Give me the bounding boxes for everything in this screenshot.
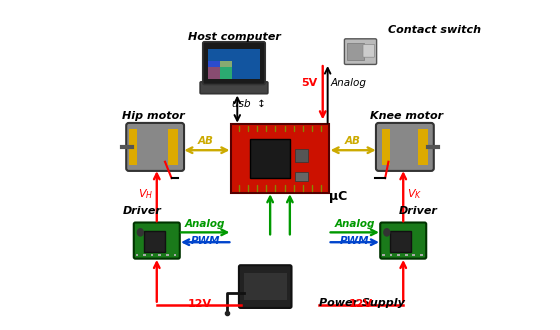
FancyBboxPatch shape [220, 60, 232, 67]
Text: Driver: Driver [123, 206, 161, 216]
FancyBboxPatch shape [376, 123, 434, 171]
FancyBboxPatch shape [390, 231, 412, 252]
FancyBboxPatch shape [418, 129, 428, 165]
FancyBboxPatch shape [126, 123, 184, 171]
Ellipse shape [137, 229, 143, 236]
Text: Power Supply: Power Supply [319, 298, 405, 308]
Text: usb  ↕: usb ↕ [232, 99, 266, 109]
FancyBboxPatch shape [382, 129, 390, 165]
Text: Analog: Analog [331, 78, 367, 88]
Text: AB: AB [198, 136, 213, 146]
FancyBboxPatch shape [200, 82, 268, 94]
FancyBboxPatch shape [363, 45, 375, 57]
Text: Contact switch: Contact switch [389, 25, 482, 35]
FancyBboxPatch shape [143, 231, 165, 252]
Text: 5V: 5V [301, 78, 318, 88]
FancyBboxPatch shape [174, 254, 176, 256]
FancyBboxPatch shape [166, 254, 169, 256]
FancyBboxPatch shape [208, 67, 220, 79]
Text: Host computer: Host computer [188, 32, 281, 42]
Text: $\mathit{V}_K$: $\mathit{V}_K$ [407, 188, 422, 202]
FancyBboxPatch shape [168, 129, 178, 165]
FancyBboxPatch shape [382, 254, 385, 256]
FancyBboxPatch shape [397, 254, 400, 256]
FancyBboxPatch shape [136, 254, 138, 256]
FancyBboxPatch shape [134, 222, 180, 259]
FancyBboxPatch shape [129, 129, 137, 165]
FancyBboxPatch shape [295, 148, 308, 162]
FancyBboxPatch shape [244, 274, 287, 300]
FancyBboxPatch shape [151, 254, 153, 256]
FancyBboxPatch shape [231, 124, 329, 193]
FancyBboxPatch shape [208, 49, 260, 79]
FancyBboxPatch shape [208, 60, 220, 67]
FancyBboxPatch shape [380, 222, 426, 259]
Ellipse shape [384, 229, 390, 236]
Text: 12V: 12V [348, 299, 372, 309]
Text: PWM: PWM [190, 237, 220, 247]
FancyBboxPatch shape [405, 254, 408, 256]
FancyBboxPatch shape [344, 39, 377, 64]
Text: Analog: Analog [335, 219, 375, 229]
FancyBboxPatch shape [390, 254, 393, 256]
FancyBboxPatch shape [158, 254, 161, 256]
Text: Knee motor: Knee motor [370, 111, 443, 121]
Text: Hip motor: Hip motor [122, 111, 185, 121]
FancyBboxPatch shape [203, 42, 265, 84]
FancyBboxPatch shape [143, 254, 146, 256]
FancyBboxPatch shape [295, 172, 308, 182]
Text: PWM: PWM [340, 237, 370, 247]
FancyBboxPatch shape [220, 67, 232, 79]
Text: $\mathit{V}_H$: $\mathit{V}_H$ [138, 188, 153, 202]
Text: 12V: 12V [188, 299, 212, 309]
Text: Analog: Analog [185, 219, 225, 229]
FancyBboxPatch shape [412, 254, 415, 256]
FancyBboxPatch shape [250, 139, 290, 178]
FancyBboxPatch shape [420, 254, 423, 256]
Text: μC: μC [329, 190, 347, 203]
Text: Driver: Driver [399, 206, 437, 216]
FancyBboxPatch shape [239, 265, 292, 308]
Text: AB: AB [345, 136, 361, 146]
FancyBboxPatch shape [347, 44, 363, 60]
